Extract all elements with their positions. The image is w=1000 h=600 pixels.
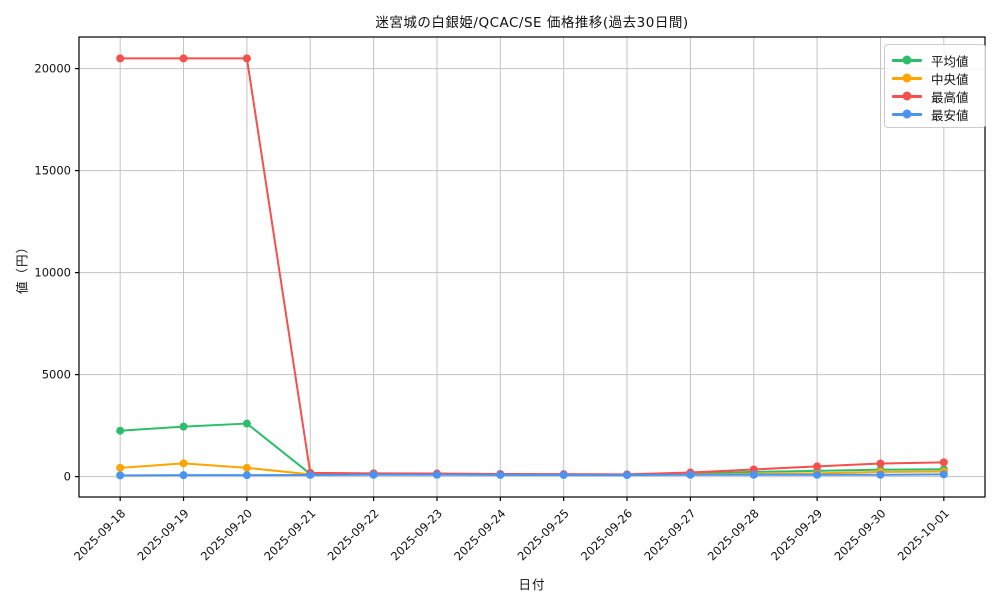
x-tick-label: 2025-09-22 (325, 506, 382, 563)
x-tick-label: 2025-09-30 (831, 506, 888, 563)
x-tick-label: 2025-09-25 (515, 506, 572, 563)
series-line (120, 57, 944, 476)
data-point (242, 471, 251, 480)
x-tick-label: 2025-09-19 (134, 506, 191, 563)
data-point (179, 471, 188, 480)
x-tick-label: 2025-09-20 (198, 506, 255, 563)
legend: 平均値 中央値 最高値 最安値 (884, 44, 986, 128)
data-point (179, 422, 188, 431)
x-tick-label: 2025-09-18 (71, 506, 128, 563)
data-series (116, 54, 948, 480)
data-point (116, 54, 125, 63)
data-point (749, 470, 758, 479)
data-point (116, 471, 125, 480)
data-point (242, 54, 251, 63)
data-point (306, 470, 315, 479)
data-point (939, 470, 948, 479)
y-tick-label: 5000 (42, 368, 71, 382)
x-tick-label: 2025-09-27 (641, 506, 698, 563)
x-tick-label: 2025-09-29 (768, 506, 825, 563)
axis-tick-marks (75, 68, 945, 501)
legend-label-average: 平均値 (931, 53, 969, 69)
legend-item-max: 最高値 (892, 87, 977, 105)
data-point (242, 419, 251, 428)
legend-marker-median-icon (892, 73, 922, 83)
legend-item-min: 最安値 (892, 105, 977, 123)
data-point (876, 459, 885, 468)
y-tick-label: 20000 (34, 62, 71, 76)
y-tick-label: 10000 (34, 266, 71, 280)
data-point (179, 54, 188, 63)
data-point (179, 459, 188, 468)
chart-title: 迷宮城の白銀姫/QCAC/SE 価格推移(過去30日間) (375, 15, 689, 31)
plot-border (78, 36, 986, 498)
data-point (813, 462, 822, 471)
x-tick-label: 2025-10-01 (895, 506, 952, 563)
legend-marker-max-icon (892, 91, 922, 101)
data-point (116, 463, 125, 472)
legend-item-average: 平均値 (892, 51, 977, 69)
series-line (120, 473, 944, 477)
y-tick-label: 15000 (34, 164, 71, 178)
x-tick-label: 2025-09-24 (451, 506, 508, 563)
legend-marker-average-icon (892, 55, 922, 65)
data-point (559, 470, 568, 479)
x-axis-label: 日付 (518, 577, 546, 592)
data-point (432, 470, 441, 479)
legend-label-median: 中央値 (931, 71, 969, 87)
data-point (369, 470, 378, 479)
x-tick-label: 2025-09-26 (578, 506, 635, 563)
data-point (813, 470, 822, 479)
x-tick-label: 2025-09-21 (261, 506, 318, 563)
legend-label-min: 最安値 (931, 107, 969, 123)
y-axis-label: 値（円） (14, 239, 30, 295)
legend-item-median: 中央値 (892, 69, 977, 87)
x-tick-labels: 2025-09-18 2025-09-19 2025-09-20 2025-09-21… (71, 506, 952, 563)
data-point (496, 470, 505, 479)
data-point (623, 471, 632, 480)
y-tick-labels: 0 5000 10000 15000 20000 (34, 62, 71, 484)
legend-marker-min-icon (892, 109, 922, 119)
data-point (116, 426, 125, 435)
legend-label-max: 最高値 (931, 89, 969, 105)
gridlines (79, 37, 985, 497)
y-tick-label: 0 (64, 470, 71, 484)
data-point (686, 470, 695, 479)
data-point (939, 458, 948, 467)
data-point (242, 463, 251, 472)
data-point (876, 470, 885, 479)
x-tick-label: 2025-09-23 (388, 506, 445, 563)
x-tick-label: 2025-09-28 (705, 506, 762, 563)
